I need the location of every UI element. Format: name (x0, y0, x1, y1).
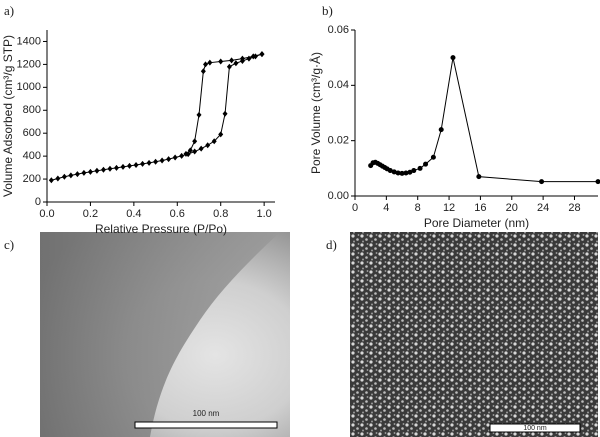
marker (203, 61, 209, 68)
marker (539, 179, 545, 185)
x-tick-label: 12 (443, 202, 455, 214)
marker (87, 168, 93, 175)
x-tick-label: 28 (568, 202, 580, 214)
marker (423, 161, 429, 167)
marker (218, 131, 224, 138)
y-tick-label: 1000 (17, 81, 41, 93)
y-tick-label: 0.00 (328, 190, 349, 202)
marker (226, 63, 232, 70)
marker (183, 150, 189, 157)
marker (250, 53, 256, 60)
marker (100, 166, 106, 173)
marker (391, 169, 397, 175)
series-line (185, 53, 263, 155)
marker (411, 168, 417, 174)
x-tick-label: 0.8 (213, 208, 228, 220)
scale-bar-label: 100 nm (523, 425, 547, 432)
marker (55, 175, 61, 182)
y-tick-label: 1200 (17, 58, 41, 70)
marker (218, 58, 224, 65)
x-tick-label: 0.6 (170, 208, 185, 220)
series-line (51, 53, 263, 181)
y-tick-label: 600 (23, 127, 41, 139)
marker (107, 165, 113, 172)
marker (198, 145, 204, 152)
panel-label: b) (322, 3, 333, 18)
marker (450, 55, 456, 61)
marker (113, 164, 119, 171)
marker (476, 174, 482, 180)
marker (146, 159, 152, 166)
marker (127, 162, 133, 169)
marker (233, 60, 239, 67)
scale-bar-label: 100 nm (193, 409, 220, 418)
y-axis-title: Pore Volume (cm³/g·Å) (308, 52, 323, 174)
y-tick-label: 200 (23, 173, 41, 185)
marker (222, 110, 228, 117)
x-tick-label: 16 (474, 202, 486, 214)
marker (172, 154, 178, 161)
marker (395, 170, 401, 176)
marker (259, 51, 265, 58)
marker (159, 157, 165, 164)
x-axis-title: Pore Diameter (nm) (424, 216, 529, 230)
marker (205, 142, 211, 149)
series-line (370, 57, 598, 183)
marker (94, 167, 100, 174)
marker (179, 152, 185, 159)
marker (403, 170, 409, 176)
marker (120, 163, 126, 170)
micrograph-c: 100 nm (40, 232, 290, 437)
micrograph-d: 100 nm (350, 232, 598, 437)
y-tick-label: 0.04 (328, 79, 349, 91)
panel-label: d) (326, 237, 337, 252)
y-tick-label: 0.02 (328, 135, 349, 147)
x-tick-label: 0.4 (126, 208, 141, 220)
panel-label: c) (4, 237, 14, 252)
marker (196, 111, 202, 118)
x-tick-label: 8 (415, 202, 421, 214)
marker (430, 154, 436, 160)
marker (387, 168, 393, 174)
x-tick-label: 0 (352, 202, 358, 214)
marker (74, 171, 80, 178)
marker (438, 127, 444, 133)
y-axis-title: Volume Adsorbed (cm³/g STP) (1, 35, 15, 197)
x-axis-title: Relative Pressure (P/Po) (95, 222, 227, 236)
marker (192, 148, 198, 155)
x-tick-label: 4 (383, 202, 389, 214)
marker (211, 138, 217, 145)
marker (61, 173, 67, 180)
marker (595, 179, 600, 185)
marker (68, 172, 74, 179)
y-tick-label: 800 (23, 104, 41, 116)
y-tick-label: 0.06 (328, 24, 349, 36)
marker (133, 161, 139, 168)
y-tick-label: 1400 (17, 35, 41, 47)
marker (166, 156, 172, 163)
panel-label: a) (4, 3, 14, 18)
marker (239, 55, 245, 62)
marker (200, 68, 206, 75)
marker (153, 158, 159, 165)
x-tick-label: 24 (537, 202, 549, 214)
marker (399, 170, 405, 176)
x-tick-label: 0.2 (83, 208, 98, 220)
marker (48, 177, 54, 184)
y-tick-label: 0 (35, 196, 41, 208)
marker (192, 138, 198, 145)
marker (407, 169, 413, 175)
x-tick-label: 1.0 (256, 208, 271, 220)
x-tick-label: 0.0 (39, 208, 54, 220)
y-tick-label: 400 (23, 150, 41, 162)
x-tick-label: 20 (506, 202, 518, 214)
marker (187, 147, 193, 154)
marker (417, 165, 423, 171)
marker (140, 160, 146, 167)
marker (229, 57, 235, 64)
marker (81, 169, 87, 176)
marker (207, 59, 213, 66)
